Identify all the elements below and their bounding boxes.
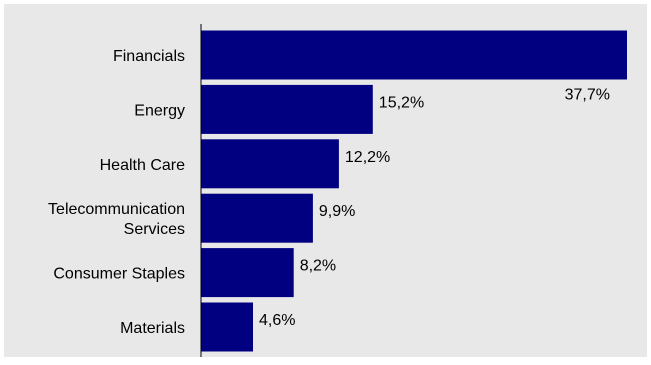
value-label-5: 4,6% — [259, 312, 295, 329]
bar-4 — [201, 248, 294, 298]
category-label-line: Financials — [113, 48, 185, 65]
bars — [201, 30, 627, 352]
value-label-1: 15,2% — [379, 94, 424, 111]
category-label-3: Telecommunication Services — [48, 201, 185, 238]
bar-2 — [201, 139, 339, 189]
value-label-4: 8,2% — [300, 258, 336, 275]
category-label-2: Health Care — [100, 157, 185, 174]
bar-0 — [201, 30, 627, 80]
category-label-5: Materials — [120, 320, 185, 337]
category-label-0: Financials — [113, 48, 185, 65]
category-label-line: Consumer Staples — [53, 266, 185, 283]
category-label-line: Services — [124, 221, 185, 238]
category-label-1: Energy — [134, 102, 185, 119]
category-labels: Financials Energy Health Care Telecommunica… — [48, 48, 185, 337]
bar-5 — [201, 302, 253, 352]
value-label-2: 12,2% — [345, 149, 390, 166]
value-label-3: 9,9% — [319, 203, 355, 220]
category-label-line: Energy — [134, 102, 185, 119]
bar-1 — [201, 84, 373, 134]
category-label-line: Materials — [120, 320, 185, 337]
category-label-line: Telecommunication — [48, 201, 185, 218]
category-label-line: Health Care — [100, 157, 185, 174]
category-label-4: Consumer Staples — [53, 266, 185, 283]
value-label-0: 37,7% — [565, 87, 610, 104]
value-labels: 37,7% 15,2% 12,2% 9,9% 8,2% 4,6% — [259, 87, 610, 330]
bar-3 — [201, 193, 313, 243]
